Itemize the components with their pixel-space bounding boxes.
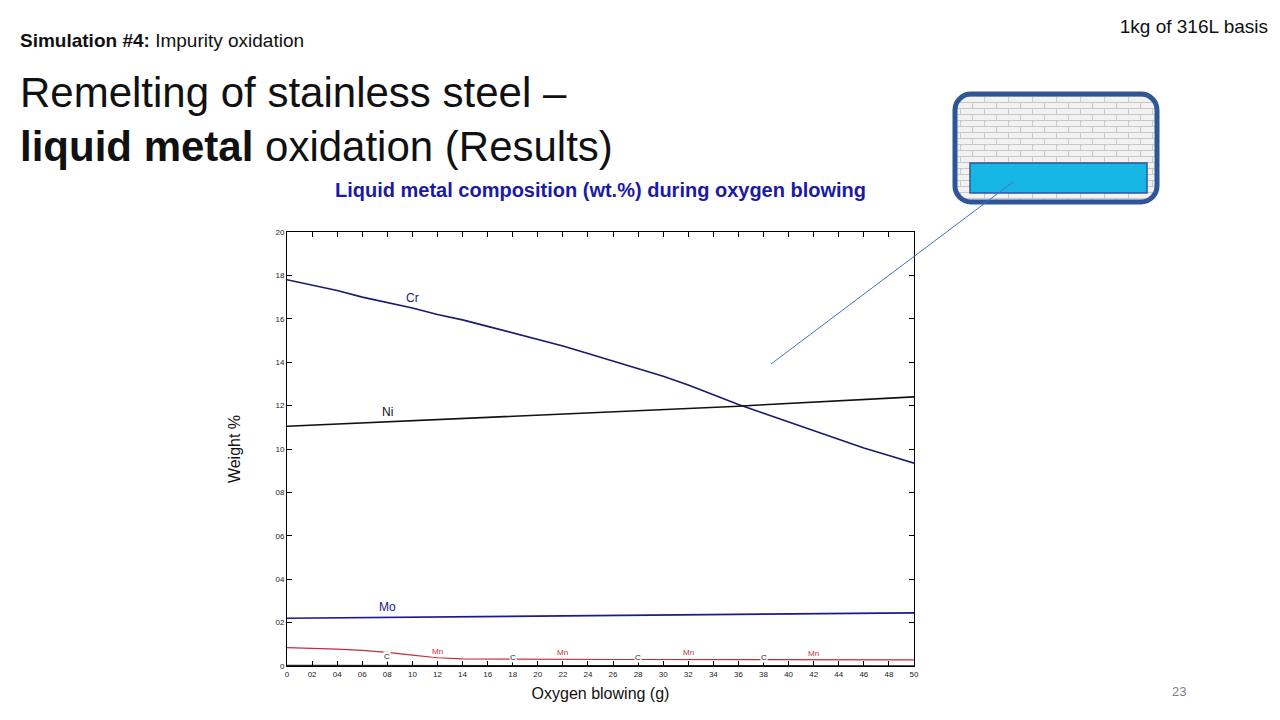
svg-text:04: 04 [275,575,284,584]
svg-text:08: 08 [383,670,392,679]
svg-text:36: 36 [734,670,743,679]
svg-text:18: 18 [508,670,517,679]
svg-text:44: 44 [834,670,843,679]
svg-text:02: 02 [308,670,317,679]
html-text:liquid metal oxidation (Result: liquid metal oxidation (Results) [20,123,613,170]
svg-text:06: 06 [275,532,284,541]
svg-text:26: 26 [609,670,618,679]
svg-text:10: 10 [408,670,417,679]
svg-text:34: 34 [709,670,718,679]
svg-text:14: 14 [458,670,467,679]
svg-text:Mn: Mn [432,647,443,656]
svg-text:50: 50 [910,670,919,679]
svg-text:20: 20 [533,670,542,679]
svg-text:Oxygen blowing (g): Oxygen blowing (g) [532,685,670,702]
svg-text:16: 16 [483,670,492,679]
svg-text:14: 14 [275,358,284,367]
svg-text:0: 0 [280,662,285,671]
svg-text:28: 28 [634,670,643,679]
svg-text:18: 18 [275,271,284,280]
html-text:Simulation #4: Impurity oxidat: Simulation #4: Impurity oxidation [20,30,304,51]
svg-text:Mn: Mn [683,648,694,657]
svg-text:Mn: Mn [808,649,819,658]
html-text:Remelting of stainless steel –: Remelting of stainless steel – [20,69,567,116]
svg-text:04: 04 [333,670,342,679]
svg-text:Ni: Ni [382,405,393,419]
svg-text:46: 46 [859,670,868,679]
svg-text:C: C [761,653,767,662]
svg-text:Mn: Mn [557,648,568,657]
svg-text:0: 0 [285,670,290,679]
svg-text:06: 06 [358,670,367,679]
svg-text:22: 22 [558,670,567,679]
html-text:23: 23 [1172,684,1187,699]
svg-text:C: C [510,653,516,662]
svg-text:Weight %: Weight % [226,415,243,483]
html-text:1kg of 316L basis: 1kg of 316L basis [1119,16,1268,37]
svg-text:16: 16 [275,315,284,324]
svg-text:32: 32 [684,670,693,679]
svg-text:48: 48 [884,670,893,679]
svg-text:12: 12 [275,401,284,410]
svg-text:Liquid metal composition (wt.%: Liquid metal composition (wt.%) during o… [335,179,866,201]
svg-text:30: 30 [659,670,668,679]
svg-text:40: 40 [784,670,793,679]
svg-text:C: C [384,652,390,661]
svg-text:24: 24 [584,670,593,679]
svg-text:08: 08 [275,488,284,497]
svg-text:38: 38 [759,670,768,679]
svg-text:Cr: Cr [406,291,419,305]
svg-text:10: 10 [275,445,284,454]
svg-text:42: 42 [809,670,818,679]
svg-text:12: 12 [433,670,442,679]
svg-text:02: 02 [275,618,284,627]
svg-text:Mo: Mo [379,600,396,614]
svg-text:C: C [635,653,641,662]
svg-text:20: 20 [275,228,284,237]
